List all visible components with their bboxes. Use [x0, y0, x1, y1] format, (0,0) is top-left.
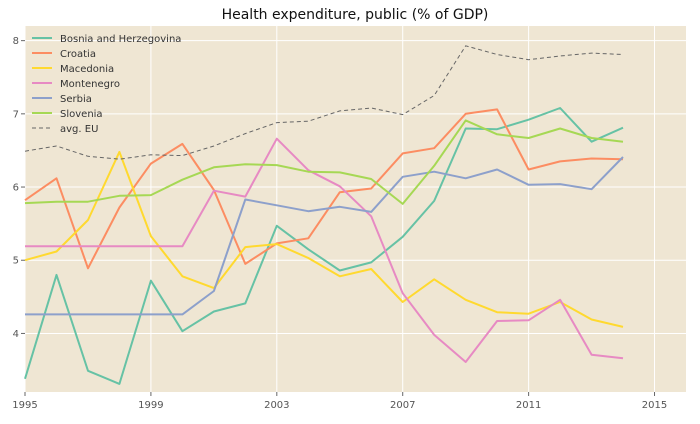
series-line-4: [25, 156, 624, 316]
y-tick-label: 7: [13, 109, 19, 120]
legend-label: avg. EU: [60, 124, 98, 135]
legend-label: Bosnia and Herzegovina: [60, 34, 181, 45]
legend-label: Montenegro: [60, 79, 120, 90]
chart-title: Health expenditure, public (% of GDP): [222, 7, 489, 23]
series-line-2: [24, 150, 624, 328]
series-line-0: [24, 107, 624, 385]
y-tick-label: 5: [13, 256, 19, 267]
y-tick-label: 6: [13, 183, 19, 194]
x-tick-label: 2011: [516, 400, 541, 411]
x-tick-label: 1999: [138, 400, 163, 411]
legend-label: Slovenia: [60, 109, 103, 120]
series-line-5: [24, 119, 624, 205]
x-tick-label: 2003: [264, 400, 289, 411]
legend: Bosnia and Herzegovina Croatia Macedonia Mo…: [32, 34, 181, 135]
legend-label: Macedonia: [60, 64, 114, 75]
series-line-1: [24, 108, 624, 270]
series-line-3: [25, 137, 624, 363]
y-tick-label: 4: [13, 329, 19, 340]
legend-label: Croatia: [60, 49, 96, 60]
x-tick-label: 1995: [12, 400, 37, 411]
series-line-6: [24, 45, 624, 160]
series-lines: [24, 45, 624, 385]
legend-label: Serbia: [60, 94, 92, 105]
x-tick-label: 2007: [390, 400, 415, 411]
y-tick-label: 8: [13, 36, 19, 47]
axis-ticks: 1995 1999 2003 2007 2011 2015 4 5 6 7 8: [12, 36, 667, 411]
x-tick-label: 2015: [642, 400, 667, 411]
